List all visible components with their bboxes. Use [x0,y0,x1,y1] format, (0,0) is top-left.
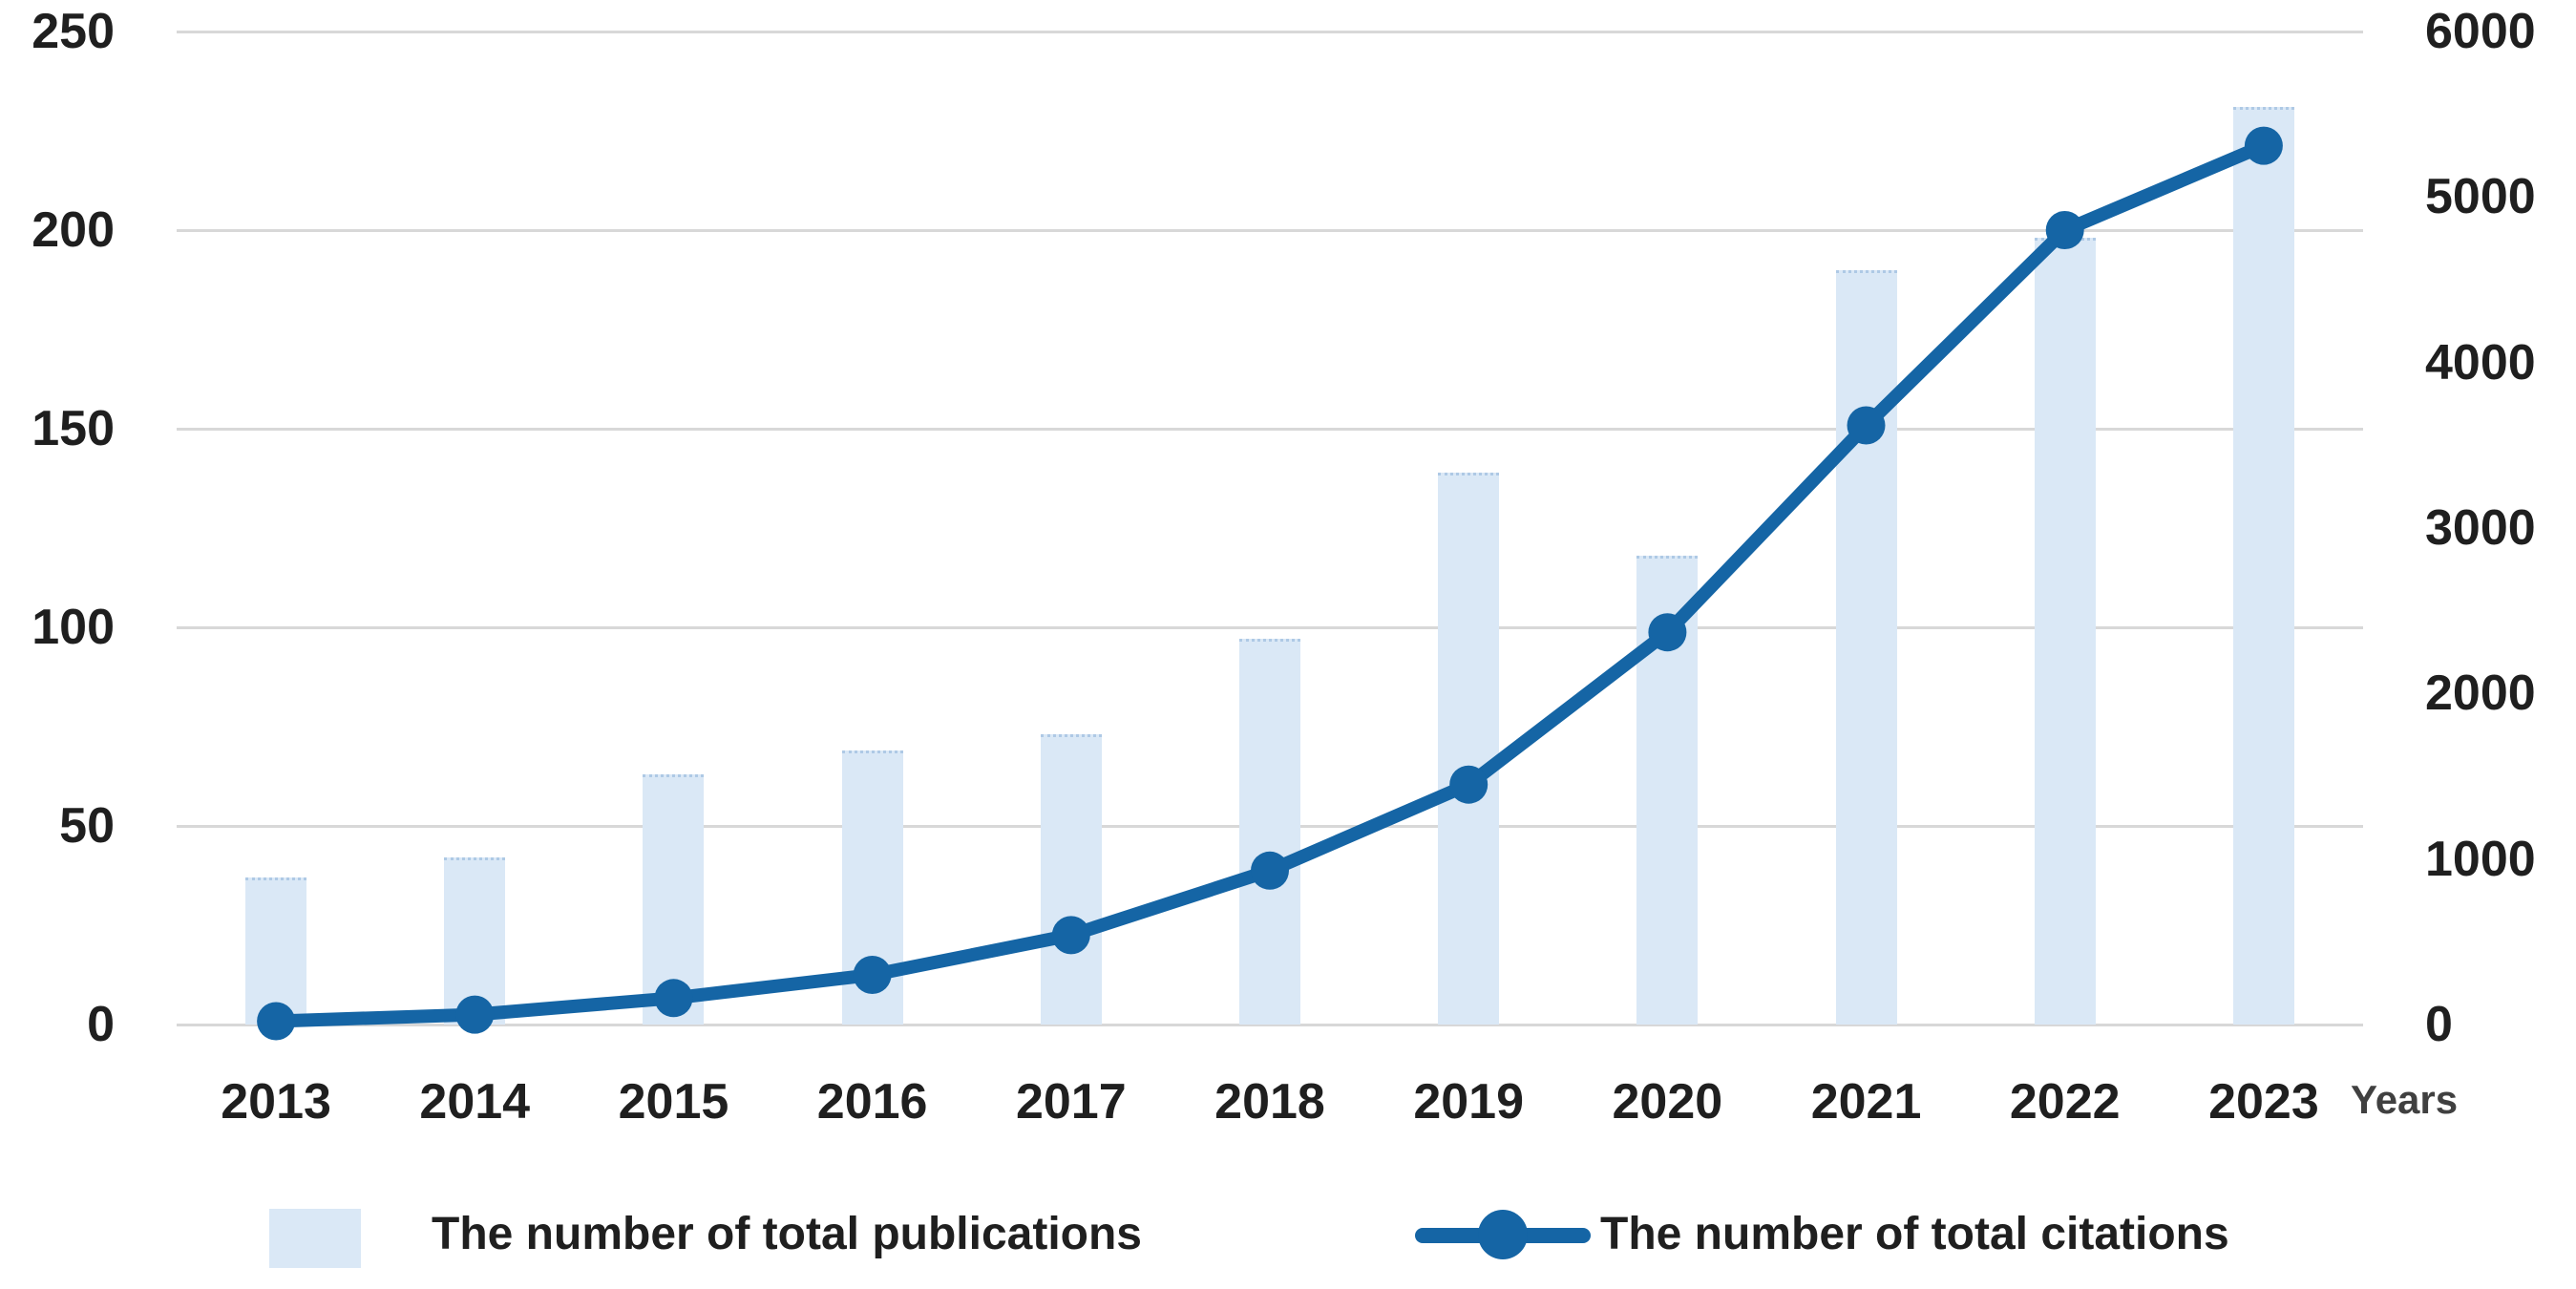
citations-line [269,138,2270,1028]
x-axis-label-2020: 2020 [1612,1074,1723,1130]
citations-point-2019 [1449,765,1489,804]
citations-point-2013 [257,1002,296,1041]
right-axis-tick-5000: 5000 [2425,169,2536,225]
citations-point-2023 [2244,126,2283,165]
x-axis-label-2015: 2015 [618,1074,729,1130]
citations-point-2017 [1051,916,1090,955]
gridline-100 [177,626,2363,629]
left-axis-tick-0: 0 [87,997,115,1052]
publications-bar-2021 [1835,269,1897,1025]
x-axis-label-2021: 2021 [1810,1074,1922,1130]
citations-legend-label: The number of total citations [1600,1209,2229,1259]
x-axis-label-2014: 2014 [419,1074,531,1130]
citations-point-2020 [1648,613,1687,652]
left-axis-tick-150: 150 [32,401,115,456]
citations-point-2022 [2045,211,2084,249]
x-axis-label-2013: 2013 [221,1074,331,1130]
gridline-0 [177,1024,2363,1026]
gridline-250 [177,31,2363,33]
gridline-200 [177,229,2363,232]
publications-legend-label: The number of total publications [432,1209,1142,1259]
gridline-150 [177,428,2363,431]
publications-legend-swatch-icon [269,1209,361,1268]
x-axis-label-2023: 2023 [2208,1074,2319,1130]
x-axis-label-2019: 2019 [1413,1074,1525,1130]
citations-point-2018 [1251,851,1289,890]
right-axis-tick-2000: 2000 [2425,666,2536,722]
right-axis-tick-4000: 4000 [2425,334,2536,391]
left-axis-tick-200: 200 [32,202,115,258]
left-axis-tick-50: 50 [59,798,115,854]
citations-point-2021 [1847,406,1886,445]
x-axis-label-2017: 2017 [1015,1074,1127,1130]
citations-legend-marker-icon [1415,1205,1591,1264]
left-axis-tick-250: 250 [32,4,115,59]
publications-bar-2022 [2034,238,2096,1025]
x-axis-label-2016: 2016 [816,1074,928,1130]
publications-bar-2023 [2232,107,2294,1025]
x-axis-label-2018: 2018 [1214,1074,1325,1130]
right-axis-tick-1000: 1000 [2425,831,2536,887]
right-axis-tick-0: 0 [2425,997,2453,1052]
left-axis-tick-100: 100 [32,600,115,655]
publications-bar-2019 [1438,472,1500,1025]
publications-bar-2018 [1239,639,1300,1025]
right-axis-tick-3000: 3000 [2425,500,2536,556]
citations-point-2015 [654,979,693,1018]
citations-point-2014 [455,995,495,1034]
legend-dot-icon [1478,1210,1528,1259]
publications-bar-2017 [1040,734,1102,1025]
x-axis-title: Years [2351,1077,2459,1122]
publications-bar-2013 [245,877,307,1025]
citations-point-2016 [853,956,892,994]
x-axis-label-2022: 2022 [2009,1074,2121,1130]
right-axis-tick-6000: 6000 [2425,4,2536,59]
